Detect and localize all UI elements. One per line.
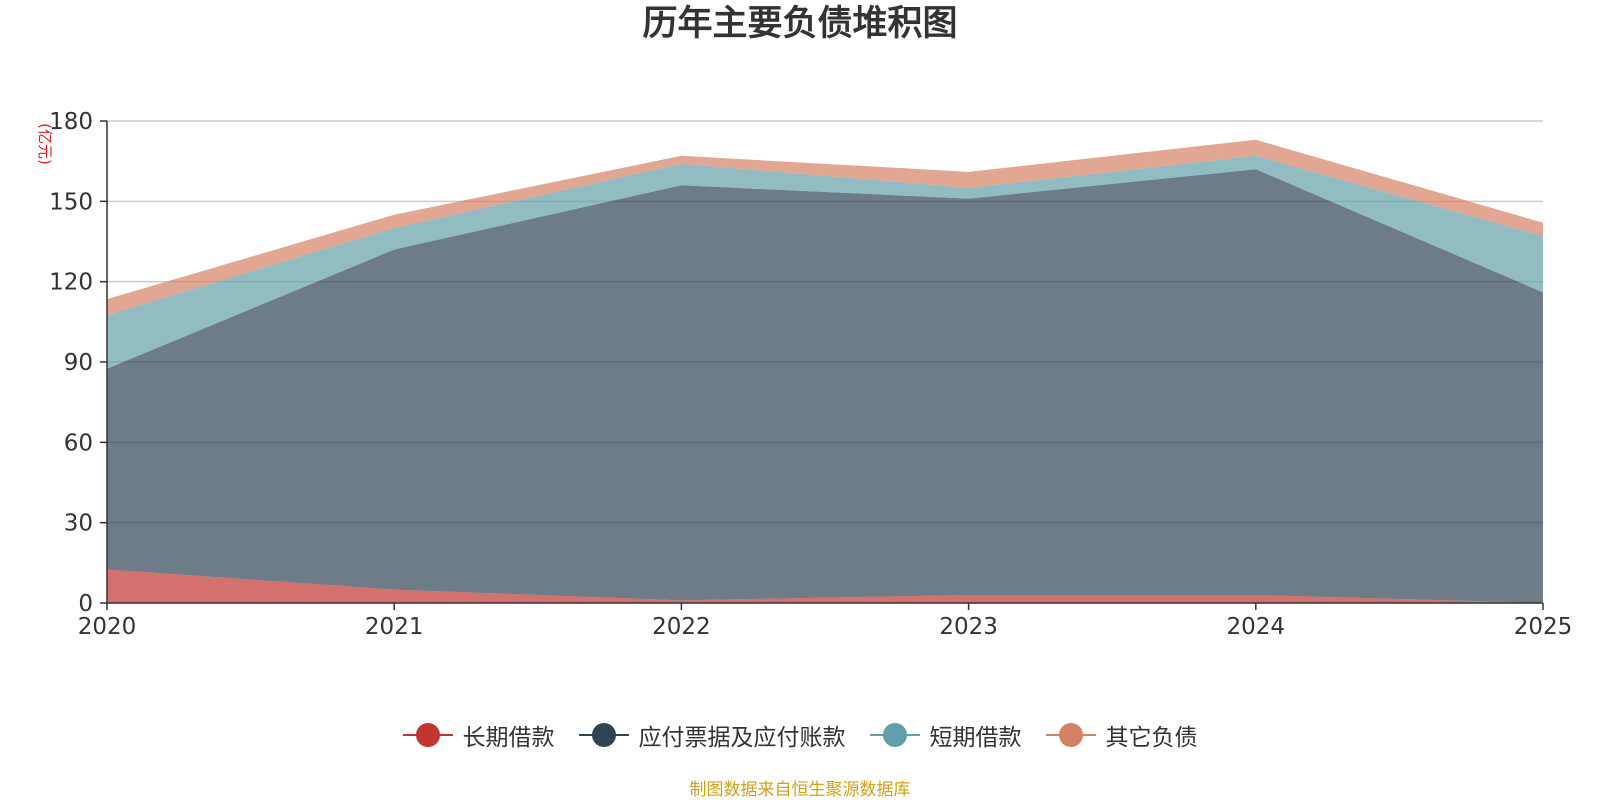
legend-label: 短期借款 — [929, 725, 1022, 751]
y-tick-label-0: 0 — [78, 591, 93, 617]
y-tick-label-90: 90 — [64, 350, 93, 376]
x-tick-label-2021: 2021 — [365, 614, 424, 640]
axes: 0 30 60 90 120 150 180 2020 2021 2022 2023 2024 2025 — [49, 109, 1572, 640]
legend-label: 应付票据及应付账款 — [638, 725, 846, 751]
legend-item-2[interactable]: 应付票据及应付账款 — [578, 718, 846, 752]
legend-marker-icon — [402, 722, 453, 748]
x-tick-label-2025: 2025 — [1514, 614, 1573, 640]
x-tick-label-2023: 2023 — [939, 614, 998, 640]
y-tick-label-30: 30 — [64, 511, 93, 537]
legend-item-4[interactable]: 其它负债 — [1045, 718, 1198, 752]
y-tick-label-120: 120 — [49, 270, 93, 296]
legend-marker-icon — [1045, 722, 1096, 748]
x-tick-label-2024: 2024 — [1227, 614, 1286, 640]
legend-item-1[interactable]: 长期借款 — [402, 718, 555, 752]
y-tick-label-60: 60 — [64, 430, 93, 456]
area-series — [107, 139, 1543, 603]
x-tick-label-2020: 2020 — [78, 614, 137, 640]
legend-marker-icon — [869, 722, 920, 748]
area-series-4 — [107, 139, 1543, 316]
legend: 长期借款 应付票据及应付账款 短期借款 其它负债 — [0, 718, 1600, 752]
chart-title: 历年主要负债堆积图 — [642, 4, 958, 44]
y-tick-label-150: 150 — [49, 189, 93, 215]
legend-item-3[interactable]: 短期借款 — [869, 718, 1022, 752]
y-tick-label-180: 180 — [49, 109, 93, 135]
y-axis-label: (亿元) — [36, 123, 54, 165]
x-tick-label-2022: 2022 — [652, 614, 711, 640]
source-note: 制图数据来自恒生聚源数据库 — [689, 780, 911, 800]
legend-label: 其它负债 — [1105, 725, 1198, 751]
area-series-2 — [107, 169, 1543, 603]
legend-label: 长期借款 — [462, 725, 555, 751]
area-series-1 — [107, 569, 1543, 603]
legend-marker-icon — [578, 722, 629, 748]
